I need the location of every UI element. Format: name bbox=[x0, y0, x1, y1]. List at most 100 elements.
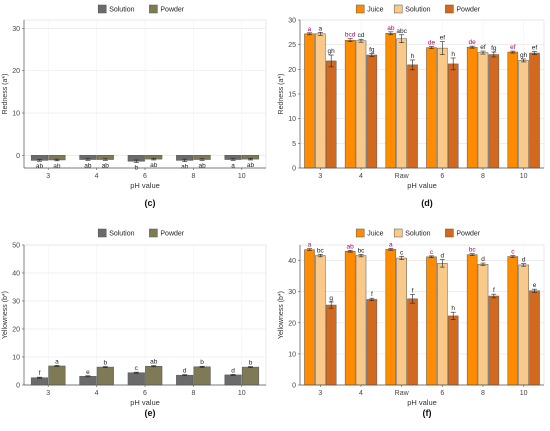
x-tick-label: Raw bbox=[395, 390, 410, 397]
significance-letter: d bbox=[441, 253, 445, 260]
significance-letter: ab bbox=[102, 162, 110, 169]
x-tick-label: 10 bbox=[238, 173, 246, 180]
bar bbox=[30, 377, 49, 386]
legend-swatch bbox=[149, 228, 158, 238]
chart-panel-4: 0102030403abcg4abbcfRawacf6cdh8bcdf10cde… bbox=[278, 228, 545, 418]
y-tick-label: 25 bbox=[288, 42, 296, 49]
legend-label: Powder bbox=[456, 7, 480, 14]
significance-letter: b bbox=[103, 360, 107, 367]
legend: Solution Powder bbox=[97, 228, 185, 238]
chart-panel-3: 0 10 20 30 40 50 3 f a 4 e b 6 c ab 8 d b 10 d b pH value Yell… bbox=[2, 228, 267, 418]
x-tick-label: 6 bbox=[143, 173, 147, 180]
y-tick-label: 30 bbox=[288, 18, 296, 25]
significance-letter: d bbox=[522, 257, 526, 264]
significance-letter: g bbox=[329, 295, 333, 302]
significance-letter: ab bbox=[181, 164, 189, 171]
legend-label: Solution bbox=[405, 231, 430, 238]
significance-letter: a bbox=[319, 25, 323, 32]
y-tick-label: 0 bbox=[292, 166, 296, 173]
legend-swatch bbox=[393, 228, 403, 238]
legend: Juice Solution Powder bbox=[355, 228, 481, 238]
x-tick-label: 3 bbox=[318, 173, 322, 180]
legend-swatch bbox=[355, 228, 365, 238]
significance-letter: bc bbox=[358, 247, 366, 254]
y-tick-label: 30 bbox=[12, 299, 20, 306]
legend: Solution Powder bbox=[97, 4, 185, 14]
y-tick-label: 30 bbox=[12, 26, 20, 33]
bar bbox=[366, 299, 378, 386]
significance-letter: b bbox=[249, 360, 253, 367]
significance-letter: e bbox=[86, 369, 90, 376]
x-tick-label: 10 bbox=[520, 390, 528, 397]
y-tick-label: 20 bbox=[12, 327, 20, 334]
significance-letter: c bbox=[135, 365, 139, 372]
x-axis-title: pH value bbox=[407, 398, 437, 407]
bar bbox=[466, 254, 478, 386]
bar bbox=[315, 33, 326, 169]
x-tick-label: 3 bbox=[46, 173, 50, 180]
bar bbox=[355, 40, 367, 169]
panel-label: (f) bbox=[423, 408, 432, 418]
bar bbox=[407, 64, 418, 169]
significance-letter: ef bbox=[480, 44, 486, 51]
bar bbox=[529, 52, 540, 169]
legend-label: Solution bbox=[405, 7, 430, 14]
bar bbox=[193, 366, 211, 386]
significance-letter: h bbox=[451, 51, 455, 58]
bar bbox=[407, 298, 418, 386]
significance-letter: ab bbox=[84, 162, 92, 169]
significance-letter: a bbox=[308, 242, 312, 249]
panel-label: (c) bbox=[145, 198, 156, 208]
legend-swatch bbox=[393, 4, 403, 14]
significance-letter: bc bbox=[469, 247, 477, 254]
x-tick-label: 10 bbox=[238, 390, 246, 397]
bar bbox=[385, 249, 397, 386]
bar bbox=[385, 33, 397, 169]
significance-letter: d bbox=[183, 368, 187, 375]
bar bbox=[224, 374, 242, 386]
legend-label: Juice bbox=[367, 231, 383, 238]
y-axis-title: Yellowness (b*) bbox=[278, 291, 285, 339]
significance-letter: ef bbox=[510, 44, 516, 51]
x-axis-title: pH value bbox=[407, 181, 437, 190]
plot-area bbox=[299, 244, 545, 386]
y-tick-label: 0 bbox=[16, 383, 20, 390]
x-tick-label: 4 bbox=[359, 173, 363, 180]
y-tick-label: 40 bbox=[12, 271, 20, 278]
significance-letter: de bbox=[469, 39, 477, 46]
legend-label: Solution bbox=[109, 7, 134, 14]
bar bbox=[426, 256, 437, 386]
bar bbox=[426, 47, 437, 169]
y-tick-label: 10 bbox=[288, 116, 296, 123]
significance-letter: a bbox=[308, 26, 312, 33]
x-tick-label: 8 bbox=[191, 390, 195, 397]
significance-letter: cd bbox=[358, 32, 365, 39]
significance-letter: d bbox=[231, 367, 235, 374]
x-tick-label: 10 bbox=[520, 173, 528, 180]
x-tick-label: 6 bbox=[440, 390, 444, 397]
bar bbox=[344, 250, 356, 386]
significance-letter: ab bbox=[150, 162, 158, 169]
y-tick-label: 20 bbox=[12, 68, 20, 75]
y-tick-label: 20 bbox=[288, 67, 296, 74]
y-axis-title: Redness (a*) bbox=[2, 74, 9, 115]
bar bbox=[366, 54, 378, 169]
y-tick-label: 50 bbox=[12, 243, 20, 250]
bar bbox=[507, 256, 519, 386]
bar bbox=[344, 39, 356, 169]
bar bbox=[477, 52, 489, 169]
significance-letter: h bbox=[451, 305, 455, 312]
x-tick-label: 8 bbox=[481, 173, 485, 180]
bar bbox=[477, 264, 489, 386]
y-tick-label: 0 bbox=[292, 383, 296, 390]
y-tick-label: 10 bbox=[288, 351, 296, 358]
x-tick-label: 6 bbox=[143, 390, 147, 397]
bar bbox=[304, 249, 315, 386]
legend-swatch bbox=[149, 4, 158, 14]
legend-swatch bbox=[445, 4, 454, 14]
y-axis-title: Redness (a*) bbox=[278, 74, 285, 115]
x-tick-label: Raw bbox=[395, 173, 410, 180]
bar bbox=[241, 366, 260, 386]
